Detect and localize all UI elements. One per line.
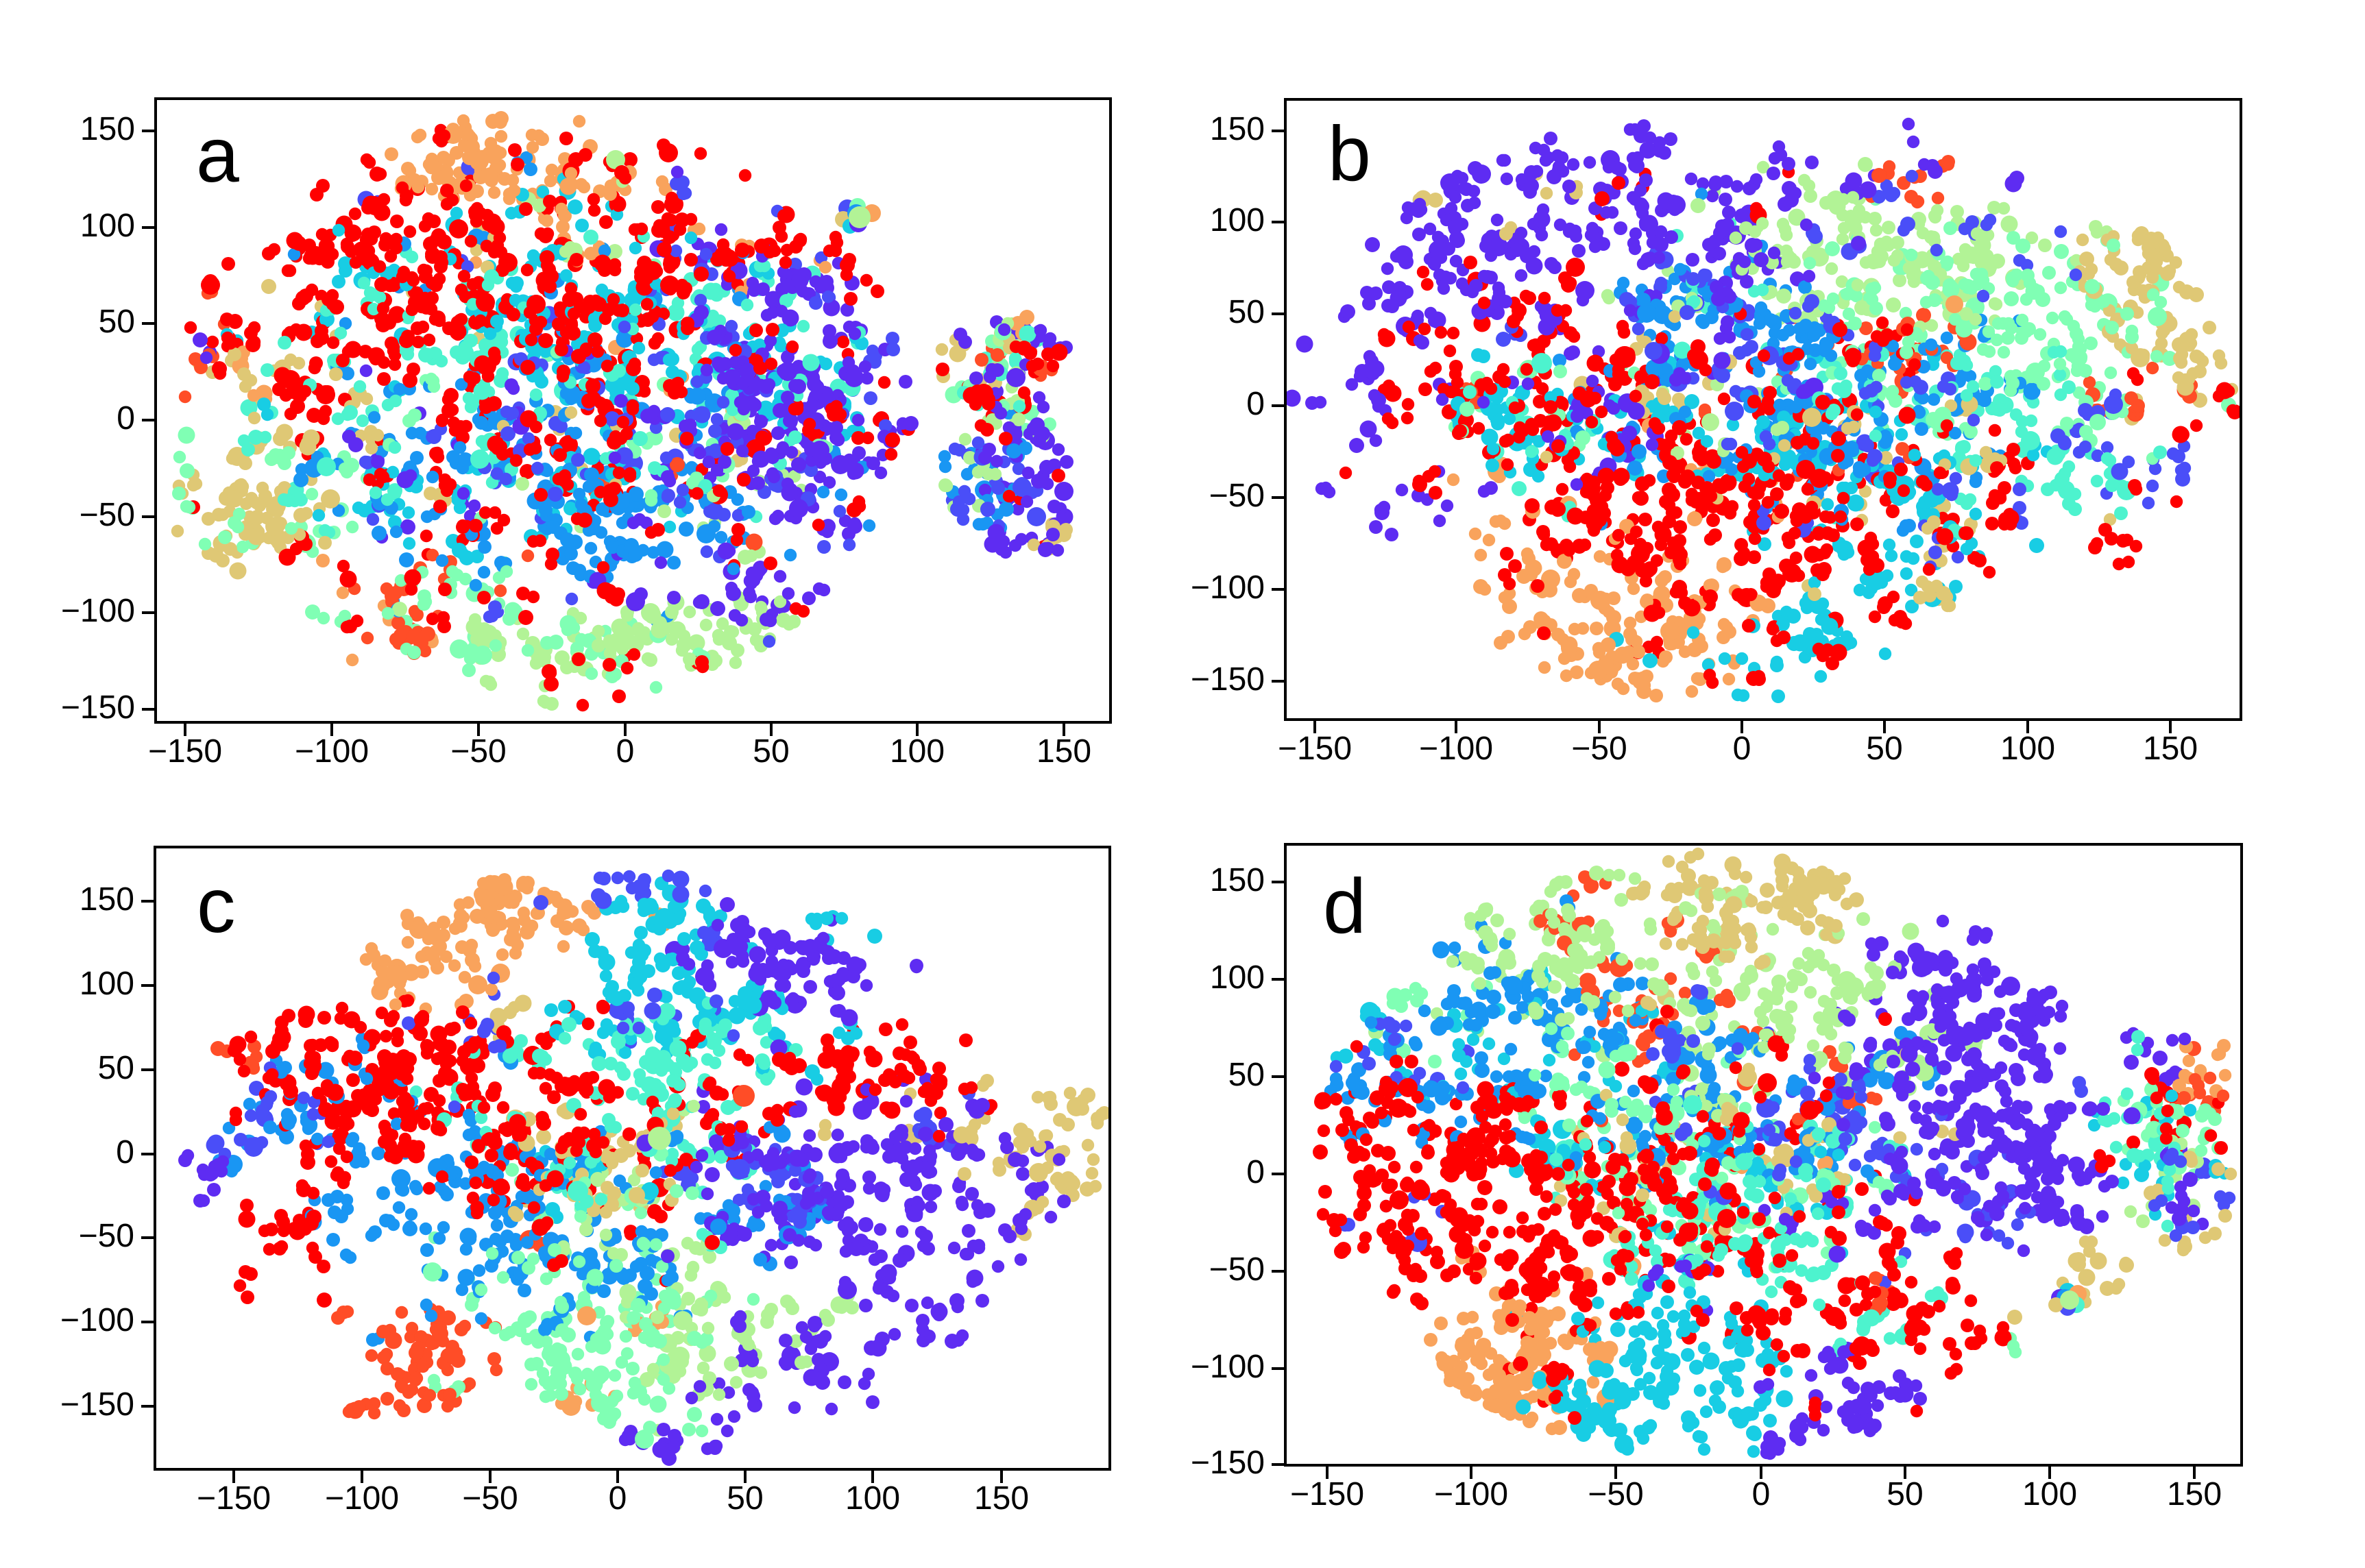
svg-text:0: 0 [616, 733, 635, 770]
svg-text:−150: −150 [148, 733, 222, 770]
svg-text:50: 50 [753, 733, 789, 770]
svg-text:150: 150 [80, 881, 134, 918]
svg-text:50: 50 [1228, 1057, 1265, 1093]
svg-text:100: 100 [845, 1480, 900, 1517]
svg-text:50: 50 [99, 304, 135, 340]
svg-text:−150: −150 [1278, 731, 1352, 767]
svg-text:−50: −50 [1209, 1251, 1265, 1288]
svg-text:−50: −50 [80, 497, 135, 533]
svg-text:100: 100 [2022, 1476, 2077, 1512]
svg-text:0: 0 [1752, 1476, 1771, 1512]
svg-text:−100: −100 [325, 1480, 399, 1517]
svg-text:100: 100 [80, 966, 134, 1002]
svg-text:150: 150 [1036, 733, 1091, 770]
svg-text:−50: −50 [1209, 478, 1265, 514]
svg-text:−100: −100 [1191, 1349, 1265, 1385]
svg-text:−100: −100 [295, 733, 369, 770]
svg-text:b: b [1328, 110, 1371, 197]
svg-text:0: 0 [1733, 731, 1751, 767]
svg-text:−100: −100 [60, 1302, 134, 1338]
svg-text:100: 100 [890, 733, 945, 770]
svg-text:c: c [197, 862, 236, 948]
svg-text:−100: −100 [1419, 731, 1493, 767]
svg-text:0: 0 [116, 1134, 134, 1171]
svg-text:50: 50 [1887, 1476, 1923, 1512]
svg-text:100: 100 [1210, 202, 1265, 238]
svg-text:100: 100 [80, 208, 135, 244]
svg-text:−50: −50 [79, 1218, 134, 1254]
svg-text:d: d [1323, 863, 1366, 949]
svg-text:−50: −50 [450, 733, 506, 770]
svg-text:150: 150 [1210, 111, 1265, 147]
svg-text:a: a [196, 112, 239, 198]
svg-text:−50: −50 [462, 1480, 518, 1517]
svg-text:50: 50 [1866, 731, 1902, 767]
svg-text:50: 50 [1228, 294, 1265, 330]
svg-text:−50: −50 [1588, 1476, 1643, 1512]
svg-text:100: 100 [1210, 959, 1265, 996]
svg-text:100: 100 [2000, 731, 2055, 767]
svg-text:0: 0 [1246, 386, 1265, 422]
svg-text:150: 150 [2167, 1476, 2222, 1512]
svg-text:−150: −150 [1191, 661, 1265, 698]
svg-text:50: 50 [727, 1480, 763, 1517]
svg-text:−100: −100 [61, 593, 135, 629]
svg-text:−50: −50 [1571, 731, 1627, 767]
svg-text:−150: −150 [60, 1386, 134, 1423]
svg-text:150: 150 [974, 1480, 1029, 1517]
svg-text:−100: −100 [1191, 569, 1265, 606]
svg-text:150: 150 [80, 111, 135, 147]
svg-text:−150: −150 [197, 1480, 271, 1517]
svg-text:0: 0 [1246, 1154, 1265, 1190]
svg-text:0: 0 [117, 400, 135, 437]
svg-text:0: 0 [609, 1480, 627, 1517]
svg-text:50: 50 [98, 1050, 134, 1086]
svg-text:150: 150 [2143, 731, 2198, 767]
svg-text:−150: −150 [1290, 1476, 1364, 1512]
svg-text:−100: −100 [1434, 1476, 1508, 1512]
svg-text:150: 150 [1210, 862, 1265, 898]
svg-text:−150: −150 [1191, 1445, 1265, 1481]
svg-text:−150: −150 [61, 689, 135, 726]
